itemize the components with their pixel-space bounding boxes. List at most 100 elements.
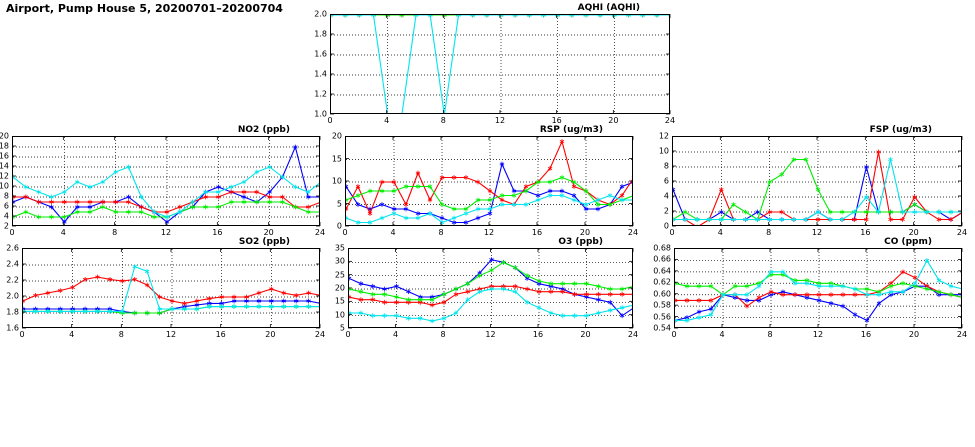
data-point-marker (394, 294, 399, 300)
data-point-marker (912, 283, 918, 289)
data-point-marker (864, 194, 869, 200)
data-point-marker (731, 202, 736, 207)
data-point-marker (569, 15, 575, 18)
data-point-marker (346, 184, 349, 189)
data-point-marker (367, 211, 373, 216)
data-point-marker (391, 211, 397, 216)
data-point-marker (406, 297, 411, 303)
data-point-marker (358, 289, 364, 295)
data-point-marker (487, 197, 493, 203)
data-point-marker (379, 215, 385, 221)
data-point-marker (280, 194, 285, 200)
chart-panel-o3: O3 (ppb) 0 4 8 12 16 20 24 5 10 15 20 25 30 35 (318, 236, 643, 348)
data-point-marker (465, 289, 471, 295)
y-tick-label: 2.0 (6, 291, 19, 301)
data-point-marker (355, 184, 361, 189)
data-point-marker (306, 298, 311, 304)
data-point-marker (391, 179, 397, 185)
series-line-no2-2 (13, 201, 319, 218)
data-point-marker (673, 187, 676, 192)
data-point-marker (767, 209, 772, 215)
data-point-marker (244, 304, 249, 309)
data-point-marker (888, 289, 894, 295)
data-point-marker (293, 144, 298, 150)
data-point-marker (864, 292, 870, 298)
x-tick-label: 4 (69, 330, 75, 339)
y-tick-label: 0.56 (653, 312, 671, 322)
data-point-marker (241, 189, 247, 195)
data-point-marker (827, 209, 833, 215)
data-point-marker (33, 309, 38, 314)
data-point-marker (346, 197, 349, 203)
data-point-marker (23, 194, 29, 200)
data-point-marker (475, 206, 481, 212)
data-point-marker (756, 298, 762, 303)
data-point-marker (654, 15, 660, 18)
data-point-marker (280, 174, 285, 180)
data-point-marker (572, 313, 577, 319)
data-point-marker (370, 291, 376, 297)
data-point-marker (385, 15, 390, 18)
chart-panel-rsp: RSP (ug/m3) 0 4 8 12 16 20 24 0 5 10 15 20 (315, 124, 643, 246)
y-tick-label: 2.4 (6, 259, 19, 269)
x-tick-label: 20 (263, 228, 274, 237)
data-point-marker (120, 278, 125, 284)
data-point-marker (816, 298, 822, 303)
data-point-marker (484, 15, 490, 18)
data-point-marker (57, 309, 63, 314)
data-point-marker (475, 197, 481, 203)
data-point-marker (607, 286, 613, 292)
data-point-marker (948, 292, 954, 298)
data-point-marker (767, 179, 772, 185)
data-point-marker (548, 289, 554, 295)
data-point-marker (463, 175, 469, 180)
x-tick-label: 4 (390, 228, 396, 237)
data-point-marker (673, 217, 676, 222)
data-point-marker (864, 209, 869, 215)
x-tick-label: 12 (812, 330, 824, 339)
data-point-marker (413, 15, 419, 18)
data-point-marker (571, 179, 577, 185)
x-tick-label: 20 (265, 330, 276, 339)
data-point-marker (523, 202, 529, 207)
data-point-marker (572, 291, 577, 297)
plot-svg-aqhi (331, 15, 669, 113)
data-point-marker (427, 197, 433, 203)
data-point-marker (306, 290, 311, 296)
data-point-marker (936, 209, 942, 215)
data-point-marker (267, 164, 272, 170)
data-point-marker (696, 315, 702, 320)
data-point-marker (45, 290, 51, 296)
y-tick-label: 4 (663, 191, 669, 201)
y-tick-label: 10 (658, 146, 669, 156)
chart-title-fsp: FSP (ug/m3) (869, 125, 932, 135)
data-point-marker (597, 15, 603, 18)
data-point-marker (619, 291, 625, 297)
data-point-marker (596, 291, 601, 297)
data-point-marker (382, 286, 387, 292)
x-tick-label: 0 (19, 330, 25, 339)
data-point-marker (840, 292, 846, 298)
data-point-marker (816, 283, 822, 289)
data-point-marker (936, 217, 942, 222)
data-point-marker (815, 217, 821, 222)
data-point-marker (595, 197, 601, 203)
plot-area-o3 (348, 248, 633, 328)
y-tick-label: 0.58 (653, 300, 671, 310)
data-point-marker (126, 209, 131, 215)
y-tick-label: 15 (334, 296, 345, 306)
data-point-marker (49, 204, 54, 210)
data-point-marker (355, 193, 361, 198)
series-line-o3-0 (349, 259, 632, 317)
data-point-marker (523, 188, 529, 194)
data-point-marker (62, 214, 67, 220)
data-point-marker (349, 310, 352, 316)
plot-svg-rsp (346, 137, 632, 225)
data-point-marker (489, 267, 494, 273)
x-tick-label: 12 (485, 330, 496, 339)
y-tick-label: 14 (0, 161, 9, 171)
data-point-marker (241, 179, 247, 185)
data-point-marker (583, 202, 589, 207)
data-point-marker (194, 302, 200, 308)
data-point-marker (851, 217, 857, 222)
